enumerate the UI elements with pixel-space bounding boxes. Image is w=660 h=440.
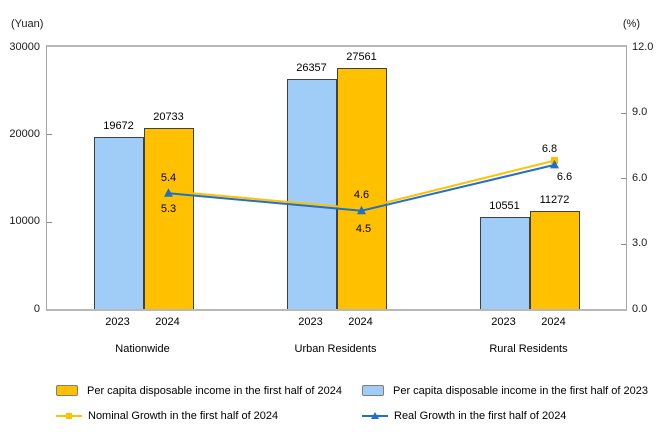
legend-item: Per capita disposable income in the firs… (56, 382, 342, 399)
legend-label: Per capita disposable income in the firs… (393, 384, 648, 397)
growth-value-label: 6.6 (556, 171, 573, 184)
legend-label: Nominal Growth in the first half of 2024 (88, 409, 279, 422)
nominal-growth-line (168, 159, 555, 210)
bar-2023-2 (479, 216, 530, 309)
left-axis-tick: 20000 (9, 127, 40, 140)
bar-2024-0 (143, 127, 194, 309)
year-label-2023: 2023 (491, 316, 516, 328)
legend-nominal-line-swatch (56, 410, 82, 421)
year-label-2024: 2024 (348, 316, 373, 328)
growth-value-label: 5.3 (160, 202, 177, 215)
category-label: Rural Residents (489, 343, 568, 355)
triangle-marker (550, 159, 559, 169)
bar-2024-1 (336, 68, 387, 309)
bar-value-label: 19672 (103, 120, 134, 133)
year-label-2023: 2023 (105, 316, 130, 328)
legend-bar-swatch (56, 385, 78, 396)
plot-area: 19672 20733 26357 27561 10551 11272 5.4 4.6 6.8 5… (46, 45, 627, 311)
left-axis-tick: 10000 (9, 215, 40, 228)
legend-column: Per capita disposable income in the firs… (56, 382, 342, 432)
year-label-2024: 2024 (541, 316, 566, 328)
category-label: Urban Residents (294, 343, 377, 355)
right-axis-tick: 0.0 (632, 302, 648, 315)
bar-2023-0 (93, 137, 144, 309)
right-axis-tick: 12.0 (632, 40, 654, 53)
real-growth-line (168, 163, 555, 212)
bar-value-label: 10551 (489, 199, 520, 212)
legend-column: Per capita disposable income in the firs… (362, 382, 648, 432)
right-axis-tick: 9.0 (632, 106, 648, 118)
left-axis-tick-mark (47, 221, 52, 223)
left-axis-tick-mark (47, 134, 52, 136)
bar-value-label: 20733 (153, 110, 184, 123)
legend-label: Per capita disposable income in the firs… (87, 384, 342, 397)
legend-item: Nominal Growth in the first half of 2024 (56, 407, 342, 424)
growth-value-label: 4.5 (355, 223, 372, 236)
legend-item: Per capita disposable income in the firs… (362, 382, 648, 399)
legend-item: Real Growth in the first half of 2024 (362, 407, 648, 424)
growth-value-label: 5.4 (160, 171, 177, 184)
right-axis-tick-mark (621, 112, 626, 114)
legend-real-line-swatch (362, 410, 388, 421)
year-label-2024: 2024 (155, 316, 180, 328)
square-marker-icon (66, 413, 72, 419)
bar-value-label: 27561 (346, 51, 377, 64)
bar-2023-1 (286, 78, 337, 309)
bar-value-label: 11272 (539, 193, 570, 206)
left-axis-tick: 0 (33, 302, 40, 315)
right-axis-tick-mark (621, 178, 626, 179)
year-label-2023: 2023 (298, 316, 323, 328)
triangle-marker (164, 188, 173, 197)
left-axis-unit-label: (Yuan) (11, 18, 44, 30)
right-axis-tick-mark (621, 243, 626, 245)
triangle-marker (357, 205, 366, 215)
left-axis-tick: 30000 (9, 40, 40, 53)
growth-value-label: 4.6 (353, 189, 370, 202)
right-axis-tick: 3.0 (632, 237, 648, 249)
growth-lines (164, 157, 559, 215)
legend-label: Real Growth in the first half of 2024 (394, 409, 567, 422)
legend-bar-swatch (362, 385, 384, 396)
category-label: Nationwide (115, 343, 170, 355)
bar-2024-2 (529, 210, 580, 309)
right-axis-unit-label: (%) (622, 18, 640, 30)
growth-value-label: 6.8 (541, 143, 558, 156)
bar-value-label: 26357 (296, 61, 327, 74)
right-axis-tick: 6.0 (632, 171, 648, 184)
triangle-marker-icon (371, 412, 379, 419)
